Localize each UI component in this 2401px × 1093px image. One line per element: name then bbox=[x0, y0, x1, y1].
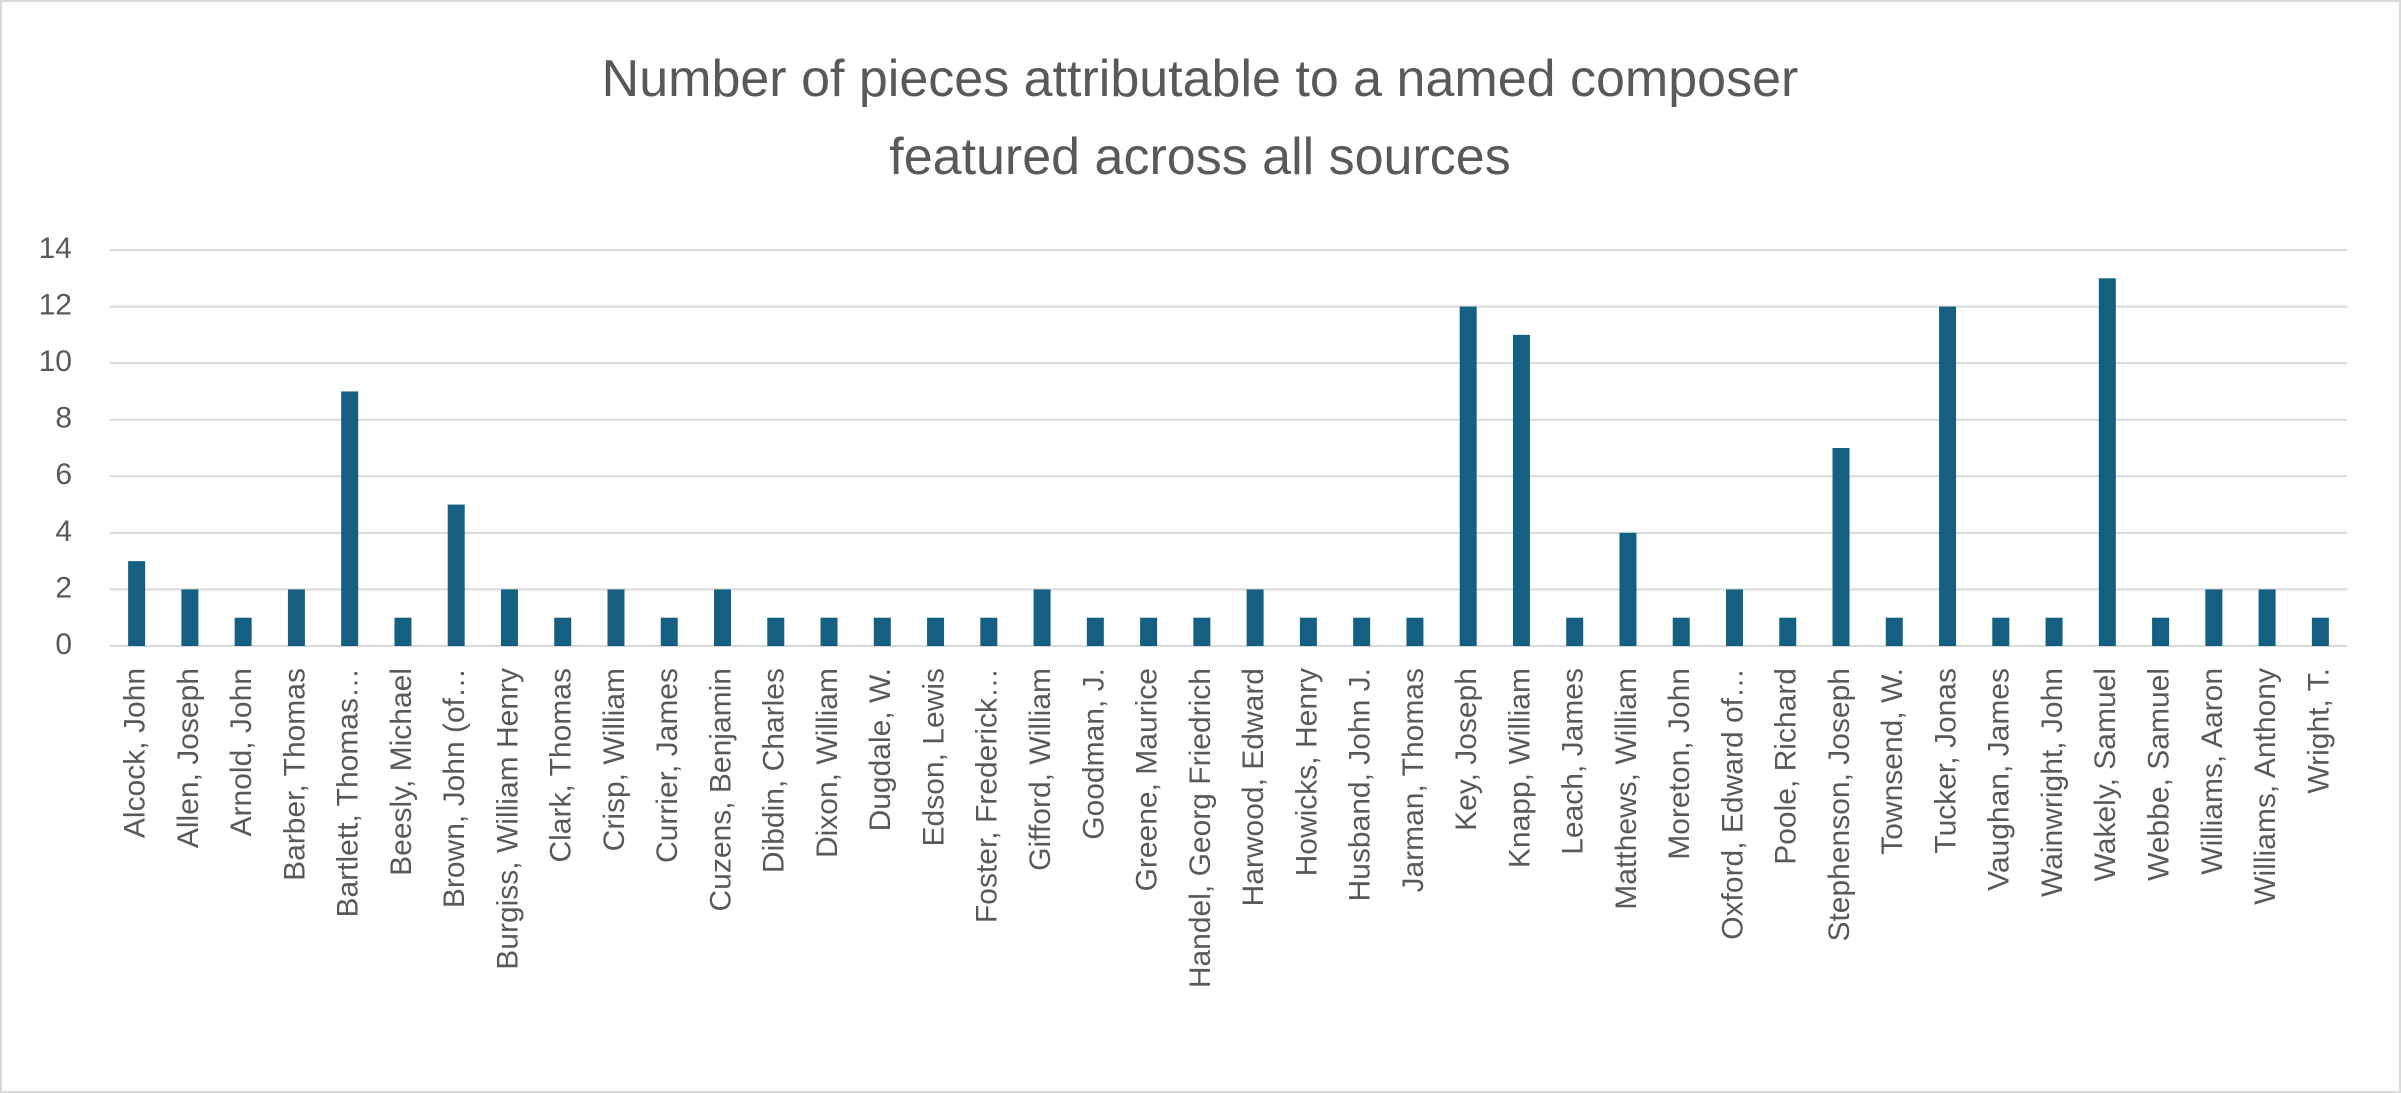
bar bbox=[181, 589, 199, 646]
y-tick-label: 10 bbox=[39, 345, 72, 378]
bar bbox=[2045, 617, 2063, 646]
bar bbox=[660, 617, 678, 646]
x-tick-label: Dibdin, Charles bbox=[758, 668, 791, 873]
bar bbox=[1033, 589, 1051, 646]
bar bbox=[2258, 589, 2276, 646]
x-tick-label: Dugdale, W. bbox=[864, 668, 897, 831]
bar bbox=[1566, 617, 1584, 646]
x-tick-label: Wright, T. bbox=[2302, 668, 2335, 794]
y-tick-label: 6 bbox=[55, 458, 72, 491]
x-tick-label: Williams, Anthony bbox=[2249, 668, 2282, 905]
x-tick-label: Wakely, Samuel bbox=[2089, 668, 2122, 881]
x-tick-label: Clark, Thomas bbox=[545, 668, 578, 863]
bar bbox=[341, 391, 359, 646]
x-tick-label: Dixon, William bbox=[811, 668, 844, 858]
bar bbox=[234, 617, 252, 646]
y-tick-label: 12 bbox=[39, 288, 72, 321]
bar bbox=[2205, 589, 2223, 646]
bar bbox=[2152, 617, 2170, 646]
x-tick-label: Oxford, Edward of… bbox=[1716, 668, 1749, 940]
y-tick-label: 0 bbox=[55, 628, 72, 661]
x-tick-label: Matthews, William bbox=[1610, 668, 1643, 910]
bar bbox=[1939, 306, 1957, 646]
bar bbox=[1193, 617, 1211, 646]
bar bbox=[1992, 617, 2010, 646]
bar bbox=[287, 589, 305, 646]
x-tick-label: Leach, James bbox=[1557, 668, 1590, 855]
x-tick-label: Handel, Georg Friedrich bbox=[1184, 668, 1217, 988]
x-tick-label: Burgiss, William Henry bbox=[491, 668, 524, 970]
x-tick-label: Webbe, Samuel bbox=[2143, 668, 2176, 881]
bar bbox=[500, 589, 518, 646]
x-tick-label: Currier, James bbox=[651, 668, 684, 863]
x-tick-label: Knapp, William bbox=[1503, 668, 1536, 868]
x-tick-label: Crisp, William bbox=[598, 668, 631, 851]
x-tick-label: Harwood, Edward bbox=[1237, 668, 1270, 906]
bar bbox=[1459, 306, 1477, 646]
bar bbox=[1832, 448, 1850, 646]
bar bbox=[1140, 617, 1158, 646]
bar bbox=[767, 617, 785, 646]
x-tick-label: Vaughan, James bbox=[1983, 668, 2016, 891]
bar bbox=[447, 504, 465, 646]
bar bbox=[927, 617, 945, 646]
x-tick-label: Beesly, Michael bbox=[385, 668, 418, 876]
bar bbox=[2098, 278, 2116, 646]
x-tick-label: Moreton, John bbox=[1663, 668, 1696, 860]
y-tick-label: 4 bbox=[55, 515, 72, 548]
bar bbox=[128, 561, 146, 646]
bar bbox=[1619, 532, 1637, 646]
x-tick-label: Wainwright, John bbox=[2036, 668, 2069, 897]
x-tick-label: Husband, John J. bbox=[1344, 668, 1377, 901]
bar bbox=[714, 589, 732, 646]
x-tick-label: Arnold, John bbox=[225, 668, 258, 836]
x-tick-label: Edson, Lewis bbox=[917, 668, 950, 846]
bar bbox=[1779, 617, 1797, 646]
bar bbox=[554, 617, 572, 646]
bar bbox=[1299, 617, 1317, 646]
bar bbox=[1512, 334, 1530, 646]
x-tick-label: Gifford, William bbox=[1024, 668, 1057, 871]
x-tick-label: Greene, Maurice bbox=[1131, 668, 1164, 891]
y-tick-label: 8 bbox=[55, 402, 72, 435]
x-tick-label: Tucker, Jonas bbox=[1929, 668, 1962, 854]
x-tick-label: Goodman, J. bbox=[1077, 668, 1110, 840]
x-tick-label: Jarman, Thomas bbox=[1397, 668, 1430, 893]
bar bbox=[1885, 617, 1903, 646]
bar bbox=[820, 617, 838, 646]
bar bbox=[2311, 617, 2329, 646]
bar bbox=[873, 617, 891, 646]
bar bbox=[1246, 589, 1264, 646]
bar bbox=[980, 617, 998, 646]
bar bbox=[1353, 617, 1371, 646]
x-tick-label: Foster, Frederick… bbox=[971, 668, 1004, 923]
x-tick-label: Barber, Thomas bbox=[278, 668, 311, 881]
bar bbox=[1672, 617, 1690, 646]
bar bbox=[1725, 589, 1743, 646]
bar bbox=[607, 589, 625, 646]
bar bbox=[1406, 617, 1424, 646]
x-tick-label: Alcock, John bbox=[119, 668, 152, 838]
x-tick-label: Allen, Joseph bbox=[172, 668, 205, 848]
y-tick-label: 14 bbox=[39, 232, 72, 265]
bar bbox=[1086, 617, 1104, 646]
x-tick-label: Stephenson, Joseph bbox=[1823, 668, 1856, 942]
x-tick-label: Cuzens, Benjamin bbox=[704, 668, 737, 911]
bar bbox=[394, 617, 412, 646]
x-tick-label: Howicks, Henry bbox=[1290, 668, 1323, 876]
x-tick-label: Williams, Aaron bbox=[2196, 668, 2229, 875]
x-tick-label: Townsend, W. bbox=[1876, 668, 1909, 855]
x-tick-label: Brown, John (of… bbox=[438, 668, 471, 908]
x-tick-label: Poole, Richard bbox=[1770, 668, 1803, 865]
y-tick-label: 2 bbox=[55, 571, 72, 604]
x-tick-label: Bartlett, Thomas… bbox=[332, 668, 365, 918]
x-tick-label: Key, Joseph bbox=[1450, 668, 1483, 831]
chart-title: Number of pieces attributable to a named… bbox=[601, 50, 1799, 186]
